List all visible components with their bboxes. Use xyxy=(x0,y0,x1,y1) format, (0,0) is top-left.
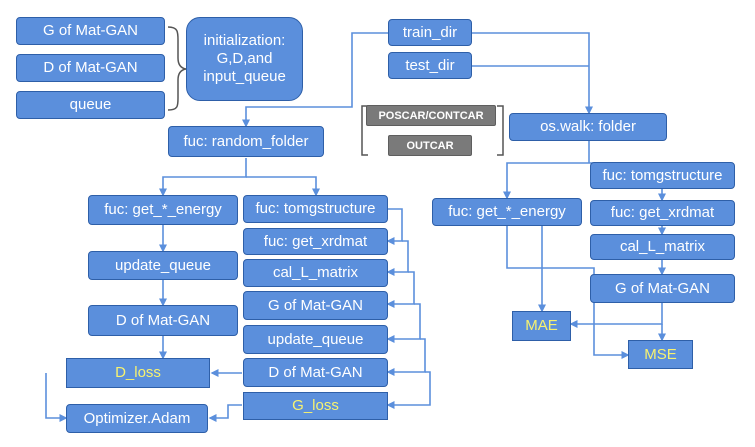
arrow-g-mat-gan-to-update-queue xyxy=(386,303,421,343)
train-dir-node: train_dir xyxy=(388,19,472,46)
arrow-d-mat-gan-2-to-g-loss xyxy=(386,371,431,409)
mae-node: MAE xyxy=(512,311,571,341)
tag-poscar-contcar: POSCAR/CONTCAR xyxy=(366,105,496,126)
file-type-bracket xyxy=(361,105,368,156)
test-get-energy-node: fuc: get_*_energy xyxy=(432,198,582,226)
train-cal-l-matrix-node: cal_L_matrix xyxy=(243,259,388,287)
arrow-update-queue-to-d-mat-gan-2 xyxy=(386,338,426,376)
train-g-mat-gan-node: G of Mat-GAN xyxy=(243,291,388,320)
train-d-mat-gan-2-node: D of Mat-GAN xyxy=(243,358,388,387)
arrow-os-walk-to-get-energy xyxy=(503,162,589,200)
random-folder-node: fuc: random_folder xyxy=(168,126,324,157)
mse-node: MSE xyxy=(628,340,693,369)
arrow-tomgstructure-to-get-xrdmat xyxy=(386,208,403,245)
file-type-bracket-right xyxy=(497,105,504,156)
arrow-get-xrdmat-to-cal-l-matrix xyxy=(386,240,409,276)
arrow-g-loss-to-optimizer xyxy=(208,404,242,422)
tag-outcar: OUTCAR xyxy=(388,135,472,156)
optimizer-adam-node: Optimizer.Adam xyxy=(66,404,208,433)
arrow-train-dir-to-os-walk xyxy=(472,32,593,115)
legend-d-mat-gan: D of Mat-GAN xyxy=(16,54,165,82)
train-tomgstructure-node: fuc: tomgstructure xyxy=(243,195,388,223)
arrow-train-dir-to-random-folder xyxy=(242,32,388,128)
arrow-g-mat-gan-to-mae xyxy=(569,303,663,328)
test-dir-node: test_dir xyxy=(388,52,472,79)
test-tomgstructure-node: fuc: tomgstructure xyxy=(590,162,735,189)
train-d-mat-gan-node: D of Mat-GAN xyxy=(88,305,238,336)
arrow-random-folder-to-get-energy xyxy=(159,158,247,197)
g-loss-node: G_loss xyxy=(243,392,388,420)
arrow-d-loss-to-optimizer xyxy=(45,373,68,422)
train-get-energy-node: fuc: get_*_energy xyxy=(88,195,238,225)
train-get-xrdmat-node: fuc: get_xrdmat xyxy=(243,228,388,255)
arrow-get-energy-to-mse xyxy=(506,226,630,359)
arrow-cal-l-matrix-to-g-mat-gan xyxy=(386,271,415,308)
train-update-queue-2-node: update_queue xyxy=(243,325,388,354)
test-cal-l-matrix-node: cal_L_matrix xyxy=(590,234,735,260)
legend-queue: queue xyxy=(16,91,165,119)
train-update-queue-node: update_queue xyxy=(88,251,238,280)
legend-g-mat-gan: G of Mat-GAN xyxy=(16,17,165,45)
os-walk-node: os.walk: folder xyxy=(509,113,667,141)
initialization-box: initialization: G,D,and input_queue xyxy=(186,17,303,101)
test-get-xrdmat-node: fuc: get_xrdmat xyxy=(590,200,735,226)
arrow-random-folder-to-tomgstructure xyxy=(246,176,320,197)
d-loss-node: D_loss xyxy=(66,358,210,388)
grouping-brace xyxy=(167,26,187,111)
test-g-mat-gan-node: G of Mat-GAN xyxy=(590,274,735,303)
